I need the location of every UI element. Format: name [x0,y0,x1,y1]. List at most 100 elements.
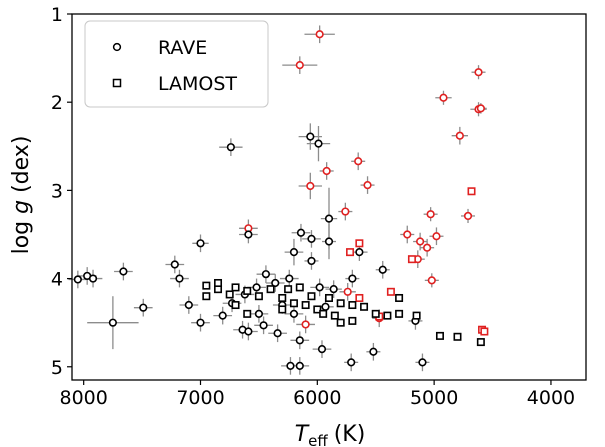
rave-point [175,274,184,283]
rave-point [295,61,304,70]
rave-point [88,274,98,283]
rave-point [244,327,253,336]
rave-point [296,228,306,237]
lamost-point [348,316,357,325]
data-markers [73,30,489,370]
lamost-point [295,283,304,292]
lamost-point [225,290,234,299]
rave-point [329,285,338,294]
rave-point [289,248,299,257]
rave-point [476,104,485,113]
rave-point [306,181,315,191]
rave-point [259,321,268,330]
rave-point [295,361,304,370]
lamost-point [386,287,395,296]
lamost-point [214,278,223,287]
lamost-point [360,302,369,311]
rave-point [108,318,117,327]
rave-point [306,132,315,141]
rave-point [307,256,316,266]
rave-point [463,211,473,221]
rave-point [324,214,334,223]
lamost-point [395,293,404,302]
lamost-point [412,311,421,320]
lamost-point [284,285,293,294]
rave-point [324,237,334,246]
rave-point [119,267,128,276]
legend: RAVE LAMOST [84,20,269,108]
rave-point [196,239,205,248]
rave-point [416,237,425,246]
rave-point [301,320,310,329]
y-tick-label: 4 [51,269,63,291]
x-tick-label: 7000 [176,387,224,409]
rave-point [432,232,441,241]
rave-point [218,311,227,320]
lamost-point [324,293,333,302]
lamost-point [202,292,211,301]
x-tick-label: 5000 [410,387,458,409]
lamost-point [319,309,328,318]
rave-point [285,274,294,283]
rave-point [314,139,323,148]
lamost-point [307,292,316,301]
lamost-point [313,305,322,314]
rave-point [341,207,350,216]
rave-point [315,30,324,39]
legend-box [84,20,269,108]
lamost-point [289,299,298,308]
legend-label-rave: RAVE [158,37,207,59]
lamost-point [383,311,392,320]
rave-point [363,180,372,190]
rave-point [184,300,193,310]
rave-point [139,303,148,312]
lamost-point [278,293,287,302]
lamost-point [336,318,345,327]
rave-point [355,248,364,257]
rave-point [378,265,387,274]
rave-point [252,283,261,292]
rave-point [271,278,280,288]
rave-point [244,230,253,239]
lamost-point [336,299,345,308]
rave-point [347,358,356,367]
rave-point [369,347,378,356]
lamost-point [231,283,240,292]
lamost-point [476,338,485,347]
rave-point [354,157,363,166]
lamost-point [254,292,263,301]
rave-point [321,302,330,311]
lamost-point [231,301,240,310]
rave-point [226,143,235,152]
rave-point [286,361,295,370]
rave-point [295,336,304,345]
rave-point [170,260,179,269]
lamost-point [395,309,404,318]
rave-point [423,243,432,252]
lamost-point [407,255,416,264]
rave-point [289,309,299,318]
lamost-point [355,293,364,302]
lamost-point [467,187,476,196]
rave-point [315,283,324,292]
lamost-point [301,301,310,310]
lamost-point [330,311,339,320]
legend-circle-marker [112,42,122,52]
rave-point [474,68,483,77]
lamost-point [243,286,252,295]
rave-point [418,358,427,367]
plot-frame [71,13,587,381]
lamost-point [278,305,287,314]
lamost-point [266,285,275,294]
rave-point [307,234,316,243]
y-axis-title: log g (dex) [9,136,34,255]
rave-point [261,270,271,279]
lamost-point [480,327,489,336]
rave-point [403,230,412,239]
rave-point [254,309,264,318]
rave-point [439,93,448,102]
rave-point [426,210,435,219]
rave-point [348,274,357,283]
x-tick-label: 6000 [293,387,341,409]
